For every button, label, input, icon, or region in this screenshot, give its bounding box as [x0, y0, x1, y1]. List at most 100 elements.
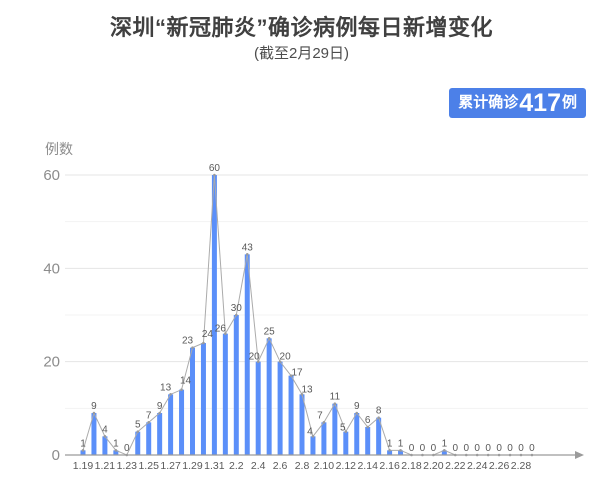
- y-axis-tick-label: 60: [43, 167, 60, 184]
- bar: [277, 361, 283, 455]
- bar: [91, 413, 97, 455]
- bar-value-label: 0: [518, 443, 524, 454]
- bar-value-label: 0: [496, 443, 502, 454]
- bar-value-label: 26: [215, 324, 227, 335]
- point-marker: [267, 337, 271, 340]
- point-marker: [322, 421, 326, 424]
- point-marker: [191, 346, 194, 349]
- bar-value-label: 13: [301, 384, 313, 395]
- bar-value-label: 23: [182, 336, 194, 347]
- x-axis-tick-label: 2.26: [489, 460, 510, 472]
- x-axis-tick-label: 2.4: [251, 460, 266, 472]
- x-axis-tick-label: 1.25: [138, 460, 159, 472]
- point-marker: [158, 411, 161, 415]
- bar-value-label: 7: [317, 410, 323, 421]
- bar: [299, 394, 305, 455]
- point-marker: [344, 430, 348, 433]
- x-axis-tick-label: 1.29: [182, 460, 203, 472]
- bar-value-label: 1: [80, 438, 86, 449]
- bar-value-label: 0: [453, 443, 459, 454]
- bar-value-label: 5: [135, 420, 141, 431]
- bar: [441, 450, 447, 455]
- point-marker: [443, 449, 446, 452]
- bar: [288, 375, 294, 455]
- x-axis-tick-label: 2.2: [229, 460, 244, 472]
- bar-value-label: 0: [507, 443, 513, 454]
- bar-value-label: 0: [529, 443, 535, 454]
- point-marker: [114, 449, 118, 452]
- bar-value-label: 9: [91, 401, 97, 412]
- badge-prefix: 累计确诊: [458, 94, 519, 111]
- point-marker: [235, 313, 238, 317]
- badge-suffix: 例: [561, 94, 577, 111]
- bar-value-label: 8: [376, 406, 382, 417]
- point-marker: [136, 430, 140, 433]
- page-title: 深圳“新冠肺炎”确诊病例每日新增变化: [109, 15, 493, 40]
- bar: [102, 436, 108, 455]
- bar-value-label: 0: [409, 443, 415, 454]
- bar: [233, 315, 239, 455]
- point-marker: [388, 449, 391, 452]
- bar-value-label: 24: [202, 329, 214, 340]
- bar: [179, 389, 185, 455]
- y-axis-tick-label: 20: [43, 354, 60, 371]
- cumulative-total-badge: 累计确诊 417 例: [449, 88, 586, 118]
- point-marker: [355, 411, 359, 415]
- bar-value-label: 6: [365, 415, 371, 426]
- x-axis-tick-label: 1.21: [95, 460, 116, 472]
- bar: [146, 422, 152, 455]
- point-marker: [81, 449, 85, 452]
- point-marker: [377, 416, 380, 419]
- x-axis-tick-label: 1.23: [117, 460, 138, 472]
- bar: [332, 403, 338, 455]
- bar-value-label: 4: [102, 424, 108, 435]
- x-axis-arrow-icon: [575, 451, 584, 459]
- x-axis-tick-label: 2.8: [295, 460, 310, 472]
- bar-value-label: 1: [398, 438, 404, 449]
- x-axis-tick-label: 1.31: [204, 460, 225, 472]
- bar: [387, 450, 393, 455]
- bar: [157, 413, 163, 455]
- y-axis-tick-label: 40: [43, 260, 60, 277]
- point-marker: [213, 173, 216, 177]
- point-marker: [300, 393, 304, 396]
- bar-value-label: 0: [474, 443, 480, 454]
- bar: [255, 361, 261, 455]
- bar: [200, 343, 206, 455]
- bar: [244, 254, 250, 455]
- x-axis-tick-label: 2.22: [445, 460, 466, 472]
- point-marker: [103, 435, 107, 438]
- point-marker: [289, 374, 293, 377]
- point-marker: [180, 388, 183, 391]
- bar-value-label: 14: [180, 376, 192, 387]
- point-marker: [366, 425, 370, 429]
- point-marker: [92, 411, 96, 415]
- bar: [135, 431, 141, 455]
- y-axis-title: 例数: [45, 141, 73, 157]
- point-marker: [256, 360, 260, 363]
- bar: [80, 450, 86, 455]
- point-marker: [169, 393, 172, 396]
- bar: [113, 450, 119, 455]
- x-axis-tick-label: 2.28: [511, 460, 532, 472]
- bar-value-label: 9: [157, 401, 163, 412]
- bar-value-label: 43: [242, 242, 254, 253]
- x-axis-tick-label: 1.27: [160, 460, 181, 472]
- bar-value-label: 60: [209, 163, 221, 174]
- bar: [168, 394, 174, 455]
- bar: [398, 450, 404, 455]
- x-axis-tick-label: 2.10: [314, 460, 335, 472]
- point-marker: [224, 332, 227, 335]
- x-axis-tick-label: 2.18: [401, 460, 422, 472]
- bar-value-label: 20: [280, 352, 292, 363]
- badge-number: 417: [519, 88, 561, 117]
- x-axis-tick-label: 1.19: [73, 460, 94, 472]
- x-axis-tick-label: 2.20: [423, 460, 444, 472]
- bar-value-label: 9: [354, 401, 360, 412]
- bar-value-label: 0: [463, 443, 469, 454]
- bar: [321, 422, 327, 455]
- x-axis-tick-label: 2.14: [357, 460, 378, 472]
- x-axis-tick-label: 2.16: [379, 460, 400, 472]
